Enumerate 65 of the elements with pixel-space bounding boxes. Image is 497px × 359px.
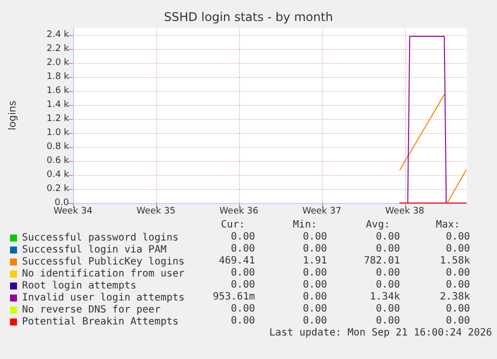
text: 0.00: [376, 244, 400, 254]
text: 0.00: [446, 280, 470, 290]
text: 0.00: [230, 304, 255, 314]
legend-label: Successful PublicKey logins: [22, 256, 185, 268]
text: 0.00: [302, 304, 327, 314]
text: 0.00: [230, 244, 255, 254]
x-tick-label: Week 36: [219, 206, 259, 216]
y-tick-label: 0.2 k: [46, 184, 70, 194]
text: 0.00: [230, 280, 255, 290]
y-tick-label: 2.2 k: [46, 44, 70, 54]
x-tick-label: Week 38: [385, 206, 425, 216]
text: Avg:: [366, 220, 390, 230]
text: Cur:: [220, 220, 245, 230]
legend-label: Successful password logins: [22, 232, 179, 244]
text: 0.00: [302, 292, 327, 302]
legend-label: No identification from user: [22, 268, 185, 280]
y-tick-label: 2.4 k: [46, 30, 70, 40]
text: 0.00: [302, 316, 327, 326]
text: 0.00: [376, 268, 400, 278]
text: 0.00: [376, 304, 400, 314]
text: 0.00: [376, 316, 400, 326]
x-tick-label: Week 34: [54, 206, 93, 216]
text: 0.00: [446, 316, 470, 326]
y-tick-label: 0.4 k: [46, 170, 70, 180]
text: Max:: [436, 220, 460, 230]
legend-label: Successful login via PAM: [22, 244, 166, 256]
y-tick-label: 1.4 k: [46, 100, 70, 110]
y-tick-label: 0.6 k: [46, 156, 70, 166]
y-tick-label: 0.0: [54, 198, 70, 208]
x-tick-label: Week 37: [302, 206, 342, 216]
text: 0.00: [446, 268, 470, 278]
text: 0.00: [302, 244, 327, 254]
text: 0.00: [376, 280, 400, 290]
y-tick-label: 1.8 k: [46, 72, 70, 82]
y-tick-label: 1.0 k: [46, 128, 70, 138]
legend-label: Potential Breakin Attempts: [22, 316, 179, 328]
text: 782.01: [364, 256, 400, 266]
chart-title: SSHD login stats - by month: [164, 10, 334, 24]
y-tick-label: 1.2 k: [46, 114, 70, 124]
text: 0.00: [302, 232, 327, 242]
text: 469.41: [218, 256, 255, 266]
text: 0.00: [302, 280, 327, 290]
text: 0.00: [446, 244, 470, 254]
text: 0.00: [376, 232, 400, 242]
text: 1.34k: [370, 292, 400, 302]
text: 1.58k: [440, 256, 470, 266]
text: 0.00: [230, 316, 255, 326]
text: 0.00: [446, 232, 470, 242]
text: 2.38k: [440, 292, 470, 302]
text: 953.61m: [212, 292, 255, 302]
y-tick-label: 2.0 k: [46, 58, 70, 68]
legend-label: Invalid user login attempts: [22, 292, 185, 304]
y-tick-label: 0.8 k: [46, 142, 70, 152]
legend-label: No reverse DNS for peer: [22, 304, 160, 316]
legend-label: Root login attempts: [22, 280, 136, 292]
x-tick-label: Week 35: [136, 206, 176, 216]
y-axis-title: logins: [8, 100, 18, 130]
text: Min:: [292, 220, 317, 230]
text: 0.00: [446, 304, 470, 314]
text: 0.00: [302, 268, 327, 278]
text: 0.00: [230, 268, 255, 278]
y-tick-label: 1.6 k: [46, 86, 70, 96]
text: 1.91: [302, 256, 327, 266]
text: Last update: Mon Sep 21 16:00:24 2026: [269, 328, 492, 338]
text: 0.00: [230, 232, 255, 242]
